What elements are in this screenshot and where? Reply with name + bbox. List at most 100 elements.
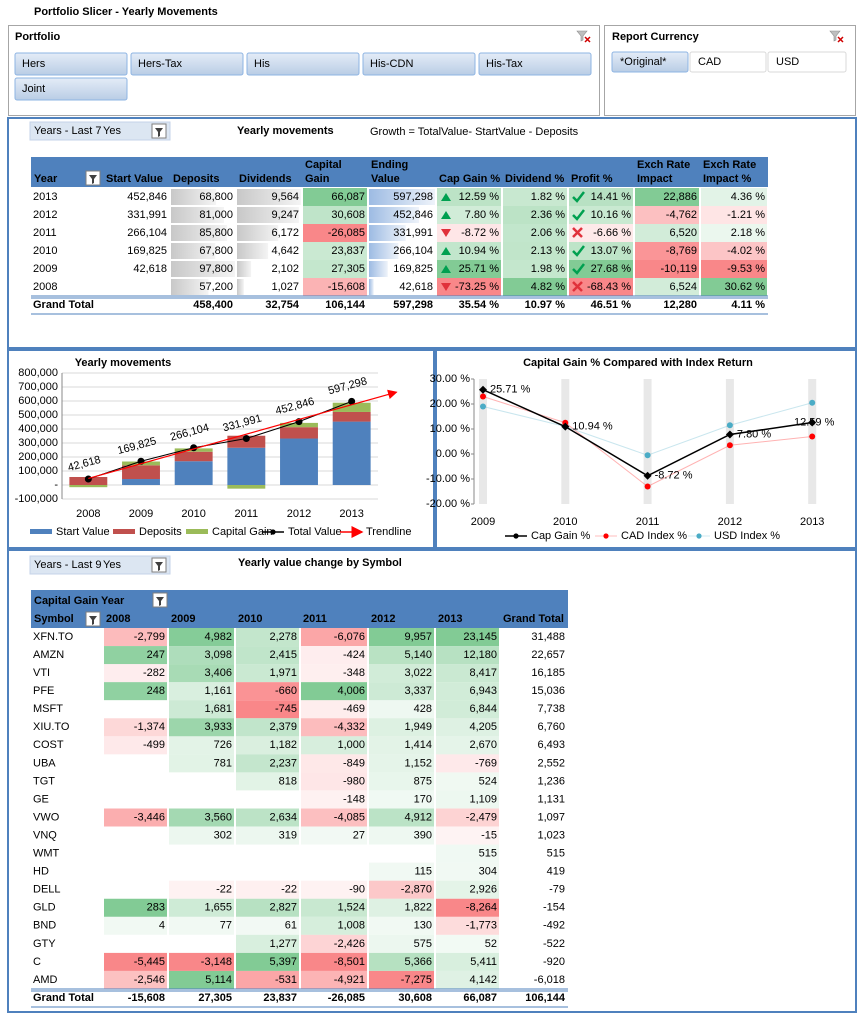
line-marker: [644, 483, 651, 490]
slicer-header: Report Currency: [612, 31, 700, 43]
cell: 390: [414, 829, 432, 841]
cell: 1,008: [337, 920, 365, 932]
data-bar: [237, 261, 252, 277]
y-tick-label: 400,000: [18, 423, 58, 435]
cell-color: [569, 260, 633, 278]
cell: 875: [414, 775, 432, 787]
total-cell: -26,085: [328, 992, 365, 1004]
cell-color: [436, 934, 499, 953]
bar: [227, 447, 266, 485]
filter-button-icon: [155, 562, 163, 571]
row-header: WMT: [33, 848, 60, 860]
row-header: GTY: [33, 938, 56, 950]
cell-color: [169, 646, 234, 665]
cell: 1,027: [271, 281, 299, 293]
total-cell: 10.97 %: [525, 299, 566, 311]
cell: 597,298: [393, 191, 433, 203]
row-header: VNQ: [33, 829, 57, 841]
cell-color: [369, 790, 434, 809]
slicer-button[interactable]: [611, 51, 689, 73]
cell-color: [236, 646, 299, 665]
cell-color: [301, 628, 367, 646]
cell: 2,634: [269, 811, 297, 823]
cell: 61: [285, 920, 297, 932]
cell: 30,608: [331, 209, 365, 221]
slicer-button[interactable]: [246, 52, 360, 76]
slicer-button[interactable]: [130, 52, 244, 76]
cell: 169,825: [127, 245, 167, 257]
cell-color: [503, 188, 567, 206]
y-tick-label: 200,000: [18, 451, 58, 463]
slicer-button[interactable]: [767, 51, 847, 73]
cell: 3,406: [204, 667, 232, 679]
cell: 67,800: [199, 245, 233, 257]
cell: -769: [475, 757, 497, 769]
slicer-header: Portfolio: [15, 31, 60, 43]
cell: 42,618: [133, 263, 167, 275]
cell: 266,104: [127, 227, 167, 239]
slicer-button[interactable]: [689, 51, 767, 73]
cell-color: [436, 952, 499, 971]
slicer-button[interactable]: [362, 52, 476, 76]
cell: 5,411: [470, 956, 497, 968]
legend-label: Capital Gain: [212, 526, 273, 538]
cell-color: [236, 664, 299, 683]
legend-marker: [270, 529, 276, 535]
slicer-button[interactable]: [478, 52, 592, 76]
trendline: [88, 389, 398, 480]
data-label: 12.59 %: [794, 416, 835, 428]
cell-color: [503, 260, 567, 278]
cell: 27: [353, 829, 365, 841]
cell: 16,185: [531, 667, 565, 679]
cell: -4,762: [666, 209, 697, 221]
row-header: VTI: [33, 667, 50, 679]
cell-color: [436, 736, 499, 755]
cell-color: [104, 970, 167, 989]
trend-icon: [441, 283, 451, 291]
y-tick-label: -: [54, 479, 58, 491]
cell-color: [169, 880, 234, 899]
cell: 5,140: [404, 649, 432, 661]
cell: -3,446: [134, 811, 165, 823]
filter-button-icon: [89, 175, 97, 184]
cell: 6,760: [537, 721, 565, 733]
cell: -22: [281, 884, 297, 896]
cell: -2,799: [134, 631, 165, 643]
x-tick-label: 2011: [636, 516, 660, 528]
cell: 6,493: [537, 739, 565, 751]
cell-color: [701, 242, 767, 260]
cell: 1,097: [537, 811, 565, 823]
slicer-button[interactable]: [14, 77, 128, 101]
line-marker: [726, 422, 733, 429]
cell: 726: [214, 739, 232, 751]
cell-color: [301, 718, 367, 737]
data-bar: [237, 207, 299, 223]
cell-color: [436, 916, 499, 935]
cell-color: [569, 206, 633, 224]
cell: 3,337: [404, 685, 432, 697]
cell-color: [436, 700, 499, 719]
cell-color: [169, 970, 234, 989]
cell: 247: [147, 649, 165, 661]
clear-filter-icon: [837, 36, 844, 43]
cell: 42,618: [399, 281, 433, 293]
slicer-button-label: Hers: [22, 58, 46, 70]
bar: [122, 479, 160, 485]
slicer-button[interactable]: [14, 52, 128, 76]
cell-color: [369, 934, 434, 953]
cell-color: [437, 278, 501, 296]
cell: 331,991: [393, 227, 433, 239]
cell: 1,000: [337, 739, 365, 751]
cell: 4,912: [404, 811, 432, 823]
cell-color: [635, 242, 699, 260]
legend-label: Start Value: [56, 526, 110, 538]
cell-color: [503, 242, 567, 260]
cell: 4.82 %: [531, 281, 565, 293]
total-header: Grand Total: [33, 992, 94, 1004]
total-cell: 66,087: [463, 992, 497, 1004]
cell: 1,655: [204, 902, 232, 914]
cell: 27.68 %: [591, 263, 632, 275]
cell-color: [236, 952, 299, 971]
cell: 1,131: [537, 793, 565, 805]
panel: [435, 349, 857, 549]
